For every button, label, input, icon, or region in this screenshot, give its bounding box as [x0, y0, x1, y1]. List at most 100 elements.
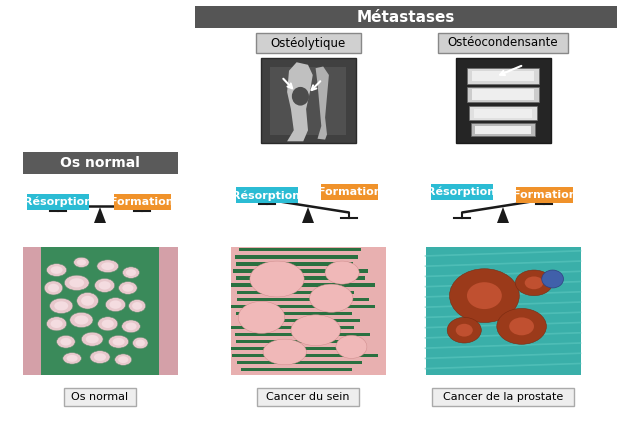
Text: Cancer du sein: Cancer du sein [266, 392, 350, 402]
Ellipse shape [81, 296, 94, 306]
Bar [237, 361, 362, 364]
Bar [235, 333, 370, 336]
Text: Os normal: Os normal [71, 392, 128, 402]
Ellipse shape [292, 87, 309, 106]
Ellipse shape [336, 335, 367, 359]
Text: Métastases: Métastases [357, 10, 455, 25]
Bar [471, 90, 535, 100]
Ellipse shape [69, 312, 93, 328]
Bar [23, 247, 41, 375]
Bar [237, 291, 354, 294]
Bar [233, 269, 368, 273]
Ellipse shape [133, 337, 148, 349]
Bar [467, 87, 539, 102]
Bar [240, 319, 360, 322]
Ellipse shape [121, 320, 140, 333]
Bar [230, 304, 375, 308]
Bar [260, 58, 356, 143]
Ellipse shape [263, 339, 307, 365]
Bar [456, 58, 550, 143]
Ellipse shape [97, 260, 118, 273]
Ellipse shape [46, 317, 67, 331]
Ellipse shape [51, 266, 63, 274]
Ellipse shape [49, 298, 73, 313]
Ellipse shape [325, 261, 359, 284]
Bar [27, 194, 89, 210]
Ellipse shape [132, 302, 142, 310]
Ellipse shape [101, 262, 115, 270]
Text: Formation: Formation [110, 197, 174, 207]
Ellipse shape [110, 301, 121, 309]
Bar [235, 312, 352, 315]
Bar [232, 354, 378, 357]
Ellipse shape [449, 269, 520, 323]
Ellipse shape [77, 292, 98, 309]
Bar [471, 123, 535, 136]
Bar [469, 107, 537, 120]
Bar [240, 368, 352, 371]
Text: Os normal: Os normal [60, 156, 140, 170]
Ellipse shape [99, 281, 111, 290]
Ellipse shape [60, 338, 71, 346]
Ellipse shape [118, 356, 128, 363]
Bar [236, 340, 355, 343]
Ellipse shape [115, 354, 132, 365]
Ellipse shape [123, 267, 140, 278]
Bar [231, 326, 354, 329]
Bar [236, 262, 352, 265]
Bar [235, 187, 297, 204]
Bar [237, 297, 369, 301]
Bar [257, 388, 359, 406]
Bar [438, 33, 568, 53]
Ellipse shape [64, 275, 89, 291]
Ellipse shape [51, 320, 63, 328]
Bar [426, 247, 580, 375]
Polygon shape [302, 207, 314, 223]
Bar [235, 255, 358, 259]
Ellipse shape [291, 315, 341, 346]
Bar [231, 347, 359, 350]
Bar [473, 109, 533, 117]
Ellipse shape [108, 335, 129, 348]
Ellipse shape [101, 320, 114, 328]
Polygon shape [497, 207, 509, 223]
Text: Formation: Formation [513, 191, 577, 200]
Bar [270, 67, 346, 135]
Ellipse shape [309, 284, 353, 312]
Bar [237, 276, 365, 280]
Ellipse shape [509, 317, 534, 335]
Ellipse shape [239, 301, 285, 333]
Bar [231, 284, 375, 287]
Bar [431, 184, 493, 200]
Text: Résorption: Résorption [428, 186, 496, 197]
Ellipse shape [98, 317, 118, 331]
Text: Formation: Formation [317, 187, 381, 197]
Polygon shape [287, 62, 313, 141]
Ellipse shape [56, 335, 75, 348]
Bar [239, 248, 361, 252]
Ellipse shape [525, 276, 543, 289]
Bar [467, 68, 539, 84]
Ellipse shape [126, 269, 136, 276]
Ellipse shape [74, 257, 89, 268]
Bar [23, 247, 178, 375]
Ellipse shape [136, 339, 145, 346]
Ellipse shape [125, 323, 136, 330]
Ellipse shape [122, 284, 133, 292]
Ellipse shape [86, 335, 99, 343]
Ellipse shape [456, 324, 473, 336]
Ellipse shape [105, 297, 126, 312]
Polygon shape [316, 67, 329, 139]
Bar [230, 247, 386, 375]
Bar [159, 247, 178, 375]
Ellipse shape [541, 270, 563, 288]
Ellipse shape [63, 352, 81, 364]
Bar [516, 187, 573, 204]
Ellipse shape [118, 281, 137, 294]
Ellipse shape [81, 332, 103, 346]
Ellipse shape [447, 317, 481, 343]
Ellipse shape [77, 259, 86, 265]
Text: Résorption: Résorption [24, 197, 92, 207]
Ellipse shape [95, 278, 115, 292]
Ellipse shape [44, 281, 63, 295]
